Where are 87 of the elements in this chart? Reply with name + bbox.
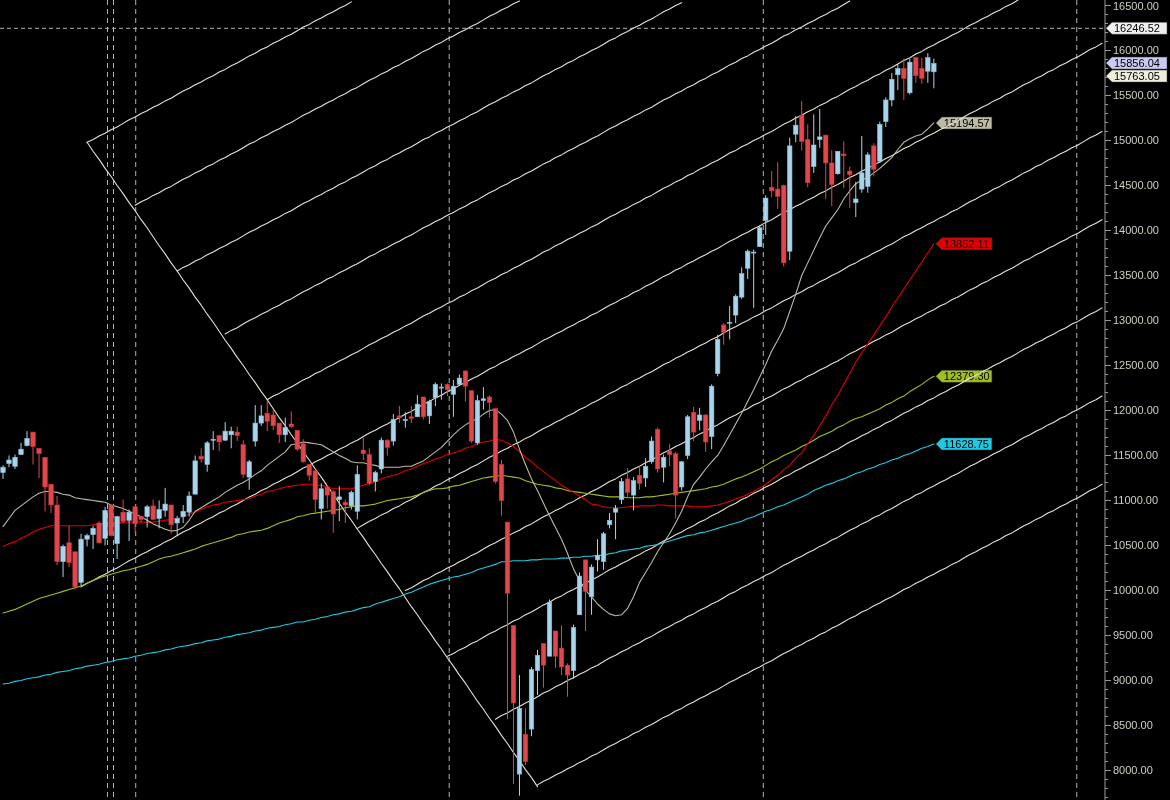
candlestick — [462, 370, 468, 402]
data-label: 13852.11 — [943, 237, 989, 250]
candlestick — [24, 430, 30, 447]
text: 15763.05 — [1114, 70, 1160, 83]
y-tick-label: 11000.00 — [1113, 494, 1159, 507]
y-tick-label: 13000.00 — [1113, 314, 1159, 327]
candlestick — [18, 442, 24, 456]
candlestick — [450, 379, 456, 418]
candlestick — [336, 485, 342, 522]
candlestick — [360, 436, 366, 461]
line-series — [2, 443, 935, 685]
candlestick — [318, 482, 324, 520]
candlestick — [30, 431, 36, 465]
candlestick — [835, 150, 841, 176]
candlestick — [793, 115, 799, 143]
text: 15856.04 — [1114, 57, 1160, 70]
y-tick-label: 12500.00 — [1113, 359, 1159, 372]
candlestick — [871, 142, 877, 177]
candlestick — [414, 394, 420, 418]
candlestick — [342, 499, 348, 524]
candlestick — [204, 440, 210, 473]
data-label: 15194.57 — [943, 116, 990, 129]
candlestick — [210, 430, 216, 451]
candlestick — [168, 504, 174, 535]
candlestick — [643, 457, 649, 488]
candlestick — [372, 470, 378, 492]
y-tick-label: 8000.00 — [1113, 764, 1153, 777]
y-tick-label: 8500.00 — [1113, 719, 1153, 732]
candlestick — [246, 459, 252, 491]
candlestick — [811, 113, 817, 174]
candlestick — [757, 224, 763, 248]
candlestick — [847, 166, 853, 209]
candlestick — [120, 499, 126, 524]
candlestick — [697, 407, 703, 431]
y-tick-label: 16500.00 — [1113, 0, 1159, 12]
candlestick — [60, 544, 66, 578]
candlestick — [841, 140, 847, 189]
candlestick — [661, 454, 667, 483]
y-tick-label: 14500.00 — [1113, 179, 1159, 192]
y-tick-label: 15500.00 — [1113, 89, 1159, 102]
candlestick — [96, 520, 102, 545]
line-series — [224, 0, 851, 335]
candlestick — [727, 305, 733, 340]
candlestick — [390, 413, 396, 447]
y-tick-label: 14000.00 — [1113, 224, 1159, 237]
candlestick — [721, 322, 727, 346]
y-tick-label: 11500.00 — [1113, 449, 1159, 462]
candlestick — [0, 464, 6, 480]
line-series — [2, 243, 935, 547]
candlestick — [486, 394, 492, 419]
ref-line-label: 16246.52 — [1114, 22, 1160, 35]
candlestick — [36, 447, 42, 479]
candlestick — [763, 194, 769, 236]
candlestick — [282, 417, 288, 443]
line-series — [2, 375, 935, 614]
y-tick-label: 15000.00 — [1113, 134, 1159, 147]
candlestick — [691, 406, 697, 442]
candlestick — [631, 476, 637, 511]
y-tick-label: 9000.00 — [1113, 674, 1153, 687]
candlestick — [420, 396, 426, 420]
line-series — [2, 122, 935, 617]
candlestick — [402, 411, 408, 429]
candlestick — [426, 399, 432, 425]
line-series — [134, 0, 521, 206]
line-series — [404, 219, 1103, 592]
candlestick — [613, 504, 619, 540]
candlestick — [649, 436, 655, 465]
y-tick-label: 16000.00 — [1113, 44, 1159, 57]
candlestick — [637, 465, 643, 491]
y-tick-label: 12000.00 — [1113, 404, 1159, 417]
candlestick — [895, 63, 901, 91]
candlestick — [144, 504, 150, 528]
candlestick — [126, 508, 132, 542]
candlestick — [625, 467, 631, 498]
y-tick-label: 13500.00 — [1113, 269, 1159, 282]
candlestick — [90, 525, 96, 550]
candlestick — [619, 477, 625, 505]
y-tick-label: 10500.00 — [1113, 539, 1159, 552]
candlestick — [540, 643, 547, 689]
y-tick-label: 9500.00 — [1113, 629, 1153, 642]
candlestick — [901, 58, 907, 101]
candlestick — [853, 181, 859, 218]
y-tick-label: 10000.00 — [1113, 584, 1159, 597]
candlestick — [174, 515, 180, 537]
data-label: 11628.75 — [943, 437, 989, 450]
candlestick — [817, 108, 823, 149]
line-series — [494, 395, 1103, 720]
